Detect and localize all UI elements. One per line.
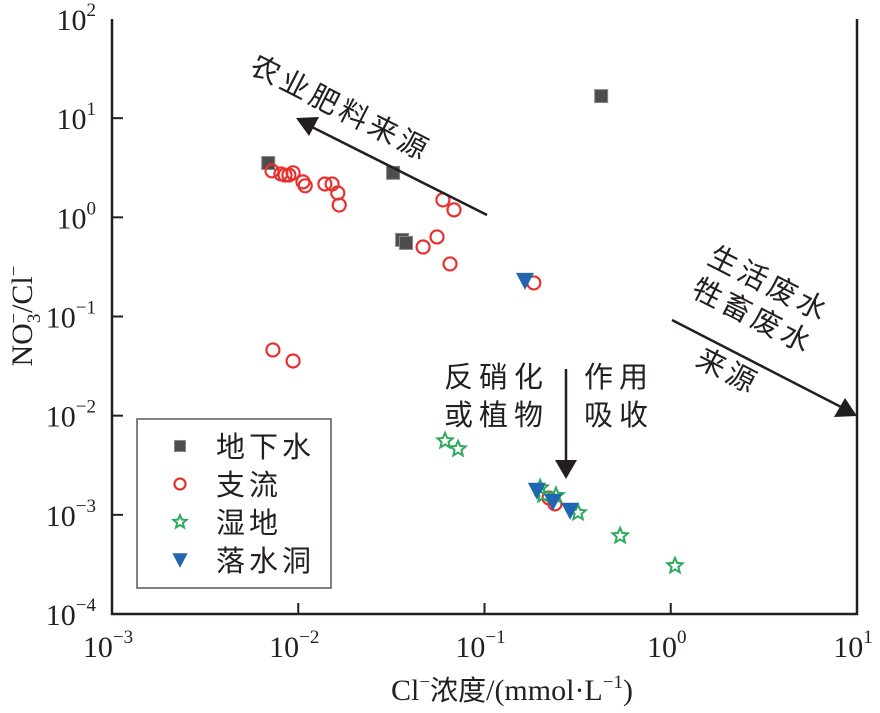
legend-label: 支流 bbox=[216, 468, 282, 502]
data-point bbox=[331, 197, 347, 213]
data-point bbox=[285, 353, 301, 369]
data-point bbox=[610, 525, 631, 545]
y-tick-label: 102 bbox=[57, 0, 97, 37]
annotation-denit-line2: 或植物 bbox=[444, 398, 549, 432]
data-point bbox=[561, 502, 580, 520]
annotation-denit-arrowhead bbox=[555, 460, 577, 479]
legend-label: 地下水 bbox=[216, 430, 315, 464]
legend-item: 湿地 bbox=[171, 506, 282, 540]
y-tick-label: 10−1 bbox=[46, 298, 96, 335]
data-point bbox=[434, 430, 456, 450]
annotation-denit-line1: 反硝化 bbox=[444, 360, 549, 394]
annotation-agri-arrow-line bbox=[309, 124, 488, 217]
legend-marker bbox=[173, 439, 187, 453]
y-axis-title: NO3−/Cl− bbox=[4, 266, 45, 367]
series-0 bbox=[261, 89, 609, 250]
data-marks bbox=[261, 89, 686, 575]
annotation-domestic-livestock-wastewater: 生活废水 牲畜废水 来源 bbox=[671, 239, 857, 417]
x-axis-title: Cl−浓度/(mmol·L−1) bbox=[391, 672, 633, 707]
annotation-denitrification: 反硝化 或植物 作用 吸收 bbox=[444, 360, 654, 479]
legend-marker bbox=[172, 553, 188, 568]
legend-item: 地下水 bbox=[173, 430, 315, 464]
y-tick-label: 100 bbox=[57, 198, 97, 235]
annotation-agricultural-fertilizer: 农业肥料来源 bbox=[245, 48, 488, 217]
legend-item: 落水洞 bbox=[172, 544, 315, 578]
annotation-agri-arrowhead bbox=[296, 117, 319, 136]
data-point bbox=[516, 272, 535, 290]
legend-label: 落水洞 bbox=[216, 544, 315, 578]
y-tick-label: 10−4 bbox=[46, 595, 97, 632]
legend-marker bbox=[171, 512, 189, 530]
annotation-denit-line2-right: 吸收 bbox=[584, 398, 654, 432]
x-tick-label: 101 bbox=[833, 627, 873, 664]
data-point bbox=[297, 178, 313, 194]
data-point bbox=[664, 555, 686, 575]
y-tick-label: 10−2 bbox=[46, 397, 96, 434]
legend-box bbox=[136, 418, 332, 589]
annotation-wastewater-arrow-line bbox=[671, 318, 844, 410]
data-point bbox=[446, 202, 462, 218]
legend-label: 湿地 bbox=[216, 506, 282, 540]
y-tick-label: 10−3 bbox=[46, 496, 96, 533]
data-point bbox=[429, 229, 445, 245]
data-point bbox=[527, 482, 546, 500]
data-point bbox=[543, 493, 562, 511]
series-3 bbox=[516, 272, 580, 520]
data-point bbox=[399, 235, 414, 250]
x-tick-label: 10−2 bbox=[269, 627, 319, 664]
annotation-agri-label: 农业肥料来源 bbox=[245, 48, 437, 168]
data-point bbox=[447, 438, 469, 458]
legend-item: 支流 bbox=[173, 468, 282, 502]
data-point bbox=[265, 342, 281, 358]
y-axis-ticks: 102 101 100 10−1 10−2 10−3 10−4 bbox=[46, 0, 123, 632]
x-axis-ticks: 10−3 10−2 10−1 100 101 bbox=[83, 603, 873, 664]
data-point bbox=[264, 163, 280, 179]
x-tick-label: 10−1 bbox=[455, 627, 505, 664]
legend-marker bbox=[173, 477, 187, 491]
annotation-wastewater-arrowhead bbox=[834, 398, 857, 417]
x-tick-label: 100 bbox=[647, 627, 687, 664]
data-point bbox=[261, 156, 276, 171]
data-point bbox=[594, 89, 609, 104]
x-tick-label: 10−3 bbox=[83, 627, 133, 664]
annotation-denit-line1-right: 作用 bbox=[584, 360, 654, 394]
data-point bbox=[285, 165, 301, 181]
y-tick-label: 101 bbox=[57, 99, 97, 136]
data-point bbox=[415, 239, 431, 255]
data-point bbox=[442, 256, 458, 272]
data-point bbox=[317, 176, 333, 192]
series-2 bbox=[434, 430, 686, 575]
